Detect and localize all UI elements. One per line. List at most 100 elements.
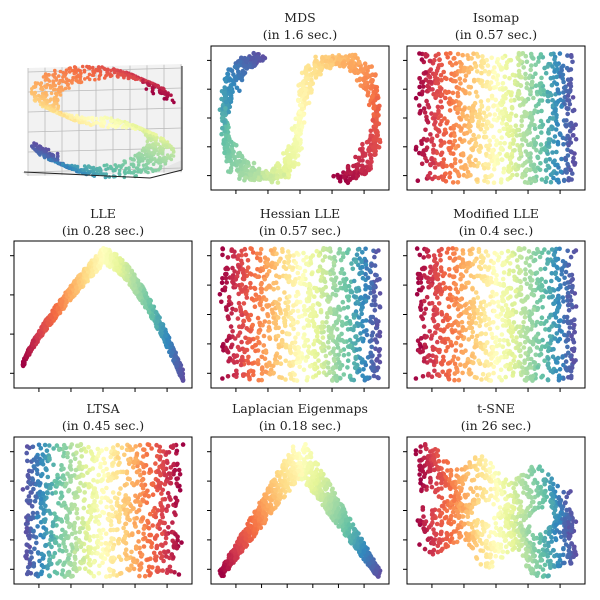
data-point bbox=[370, 366, 375, 372]
data-point bbox=[441, 132, 447, 137]
data-point bbox=[451, 56, 457, 61]
data-point bbox=[332, 254, 337, 260]
data-point bbox=[294, 360, 300, 366]
data-point bbox=[102, 248, 108, 254]
data-point bbox=[336, 56, 342, 61]
data-point bbox=[235, 167, 241, 173]
data-point bbox=[100, 65, 104, 69]
data-point bbox=[532, 178, 538, 184]
data-point bbox=[153, 144, 158, 148]
data-point bbox=[302, 311, 308, 317]
data-point bbox=[500, 87, 506, 92]
data-point bbox=[131, 277, 136, 282]
data-point bbox=[331, 260, 337, 266]
data-point bbox=[529, 63, 534, 68]
data-point bbox=[241, 276, 247, 282]
data-point bbox=[550, 116, 556, 121]
data-point bbox=[349, 377, 354, 382]
data-point bbox=[464, 174, 470, 179]
data-point bbox=[286, 299, 291, 305]
data-point bbox=[275, 333, 281, 339]
data-point bbox=[425, 137, 430, 142]
data-point bbox=[109, 116, 113, 120]
data-point bbox=[298, 116, 303, 121]
data-point bbox=[286, 172, 292, 178]
data-point bbox=[169, 350, 175, 356]
data-point bbox=[260, 365, 265, 370]
data-point bbox=[255, 335, 260, 341]
data-point bbox=[373, 152, 378, 157]
data-point bbox=[565, 111, 570, 117]
data-point bbox=[508, 92, 514, 98]
data-point bbox=[452, 167, 458, 173]
data-point bbox=[523, 53, 529, 59]
data-point bbox=[165, 93, 169, 98]
data-point bbox=[468, 85, 474, 90]
data-point bbox=[67, 289, 72, 295]
data-point bbox=[283, 344, 289, 350]
data-point bbox=[78, 80, 83, 85]
data-point bbox=[150, 143, 155, 147]
data-point bbox=[272, 167, 277, 173]
data-point bbox=[543, 179, 549, 185]
data-point bbox=[452, 73, 457, 78]
scatter-points bbox=[20, 246, 186, 383]
data-point bbox=[146, 309, 152, 315]
data-point bbox=[239, 339, 244, 345]
data-point bbox=[316, 370, 322, 376]
data-point bbox=[58, 89, 62, 94]
data-point bbox=[105, 73, 109, 77]
data-point bbox=[447, 108, 453, 113]
data-point bbox=[114, 121, 118, 125]
data-point bbox=[266, 303, 272, 308]
data-point bbox=[557, 51, 563, 56]
data-point bbox=[450, 180, 456, 185]
data-point bbox=[149, 155, 154, 159]
data-point bbox=[312, 366, 317, 371]
data-point bbox=[565, 93, 571, 98]
data-point bbox=[43, 91, 48, 95]
data-point bbox=[350, 266, 356, 272]
data-point bbox=[51, 108, 55, 112]
data-point bbox=[49, 91, 54, 96]
data-point bbox=[334, 320, 340, 326]
data-point bbox=[248, 280, 253, 286]
data-point bbox=[370, 314, 376, 320]
data-point bbox=[469, 118, 475, 124]
data-point bbox=[327, 306, 333, 312]
data-point bbox=[156, 142, 160, 146]
data-point bbox=[111, 169, 116, 173]
data-point bbox=[133, 289, 139, 295]
data-point bbox=[360, 164, 365, 170]
data-point bbox=[301, 281, 307, 287]
data-point bbox=[282, 167, 288, 173]
data-point bbox=[252, 286, 258, 292]
data-point bbox=[419, 57, 425, 62]
data-point bbox=[516, 52, 522, 57]
data-point bbox=[439, 62, 445, 68]
data-point bbox=[545, 64, 550, 69]
data-point bbox=[233, 77, 239, 82]
data-point bbox=[76, 68, 81, 72]
data-point bbox=[555, 139, 561, 145]
data-point bbox=[548, 179, 554, 185]
data-point bbox=[539, 75, 544, 81]
data-point bbox=[431, 91, 436, 97]
data-point bbox=[457, 136, 463, 142]
data-point bbox=[372, 127, 377, 132]
data-point bbox=[220, 111, 225, 116]
data-point bbox=[532, 108, 538, 113]
data-point bbox=[421, 106, 427, 111]
data-point bbox=[260, 306, 265, 312]
subplot-subtitle: (in 0.57 sec.) bbox=[455, 27, 537, 42]
data-point bbox=[460, 52, 466, 58]
data-point bbox=[282, 290, 287, 295]
data-point bbox=[219, 299, 224, 305]
data-point bbox=[249, 55, 255, 61]
data-point bbox=[71, 75, 75, 80]
data-point bbox=[255, 170, 261, 176]
data-point bbox=[63, 86, 68, 91]
data-point bbox=[237, 158, 242, 164]
data-point bbox=[315, 329, 321, 335]
